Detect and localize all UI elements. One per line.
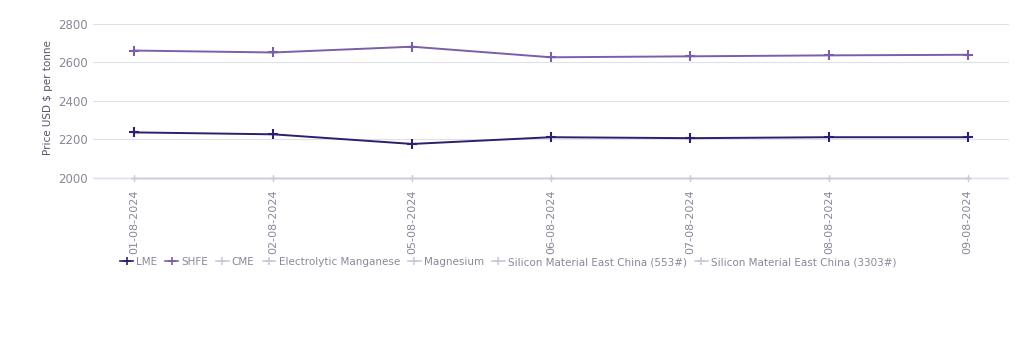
Legend: LME, SHFE, CME, Electrolytic Manganese, Magnesium, Silicon Material East China (: LME, SHFE, CME, Electrolytic Manganese, … [116,253,900,271]
Y-axis label: Price USD $ per tonne: Price USD $ per tonne [42,40,53,155]
